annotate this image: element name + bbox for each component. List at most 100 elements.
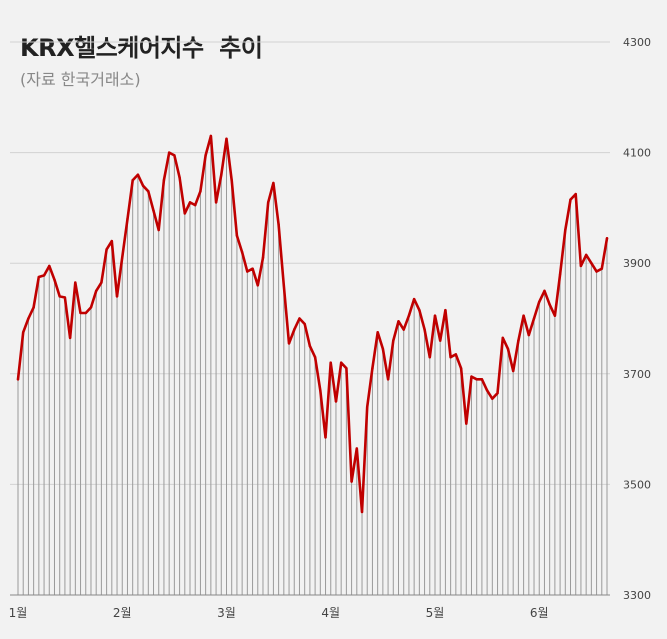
data-point — [319, 389, 322, 392]
data-point — [496, 391, 499, 395]
data-point — [339, 361, 343, 364]
data-point — [412, 297, 416, 301]
data-point — [564, 228, 567, 232]
data-point — [204, 154, 207, 157]
data-point — [522, 314, 525, 317]
x-tick-label: 3월 — [217, 606, 236, 620]
data-point — [214, 201, 218, 204]
data-point — [16, 378, 20, 381]
data-point — [105, 248, 108, 251]
x-tick-label: 4월 — [321, 606, 340, 620]
data-point — [548, 303, 551, 306]
data-point — [418, 309, 421, 312]
data-point — [527, 333, 531, 337]
data-point — [454, 353, 458, 356]
data-point — [84, 311, 87, 315]
data-point — [115, 295, 119, 298]
series-line — [16, 134, 609, 514]
chart-title: KRX헬스케어지수 추이 — [20, 34, 263, 62]
data-point — [449, 356, 452, 359]
data-point — [491, 397, 494, 400]
data-point — [355, 447, 359, 450]
data-point — [63, 296, 67, 299]
data-point — [590, 262, 593, 265]
data-point — [157, 228, 160, 232]
data-point — [131, 179, 134, 182]
data-point — [94, 289, 98, 293]
data-point — [308, 344, 312, 348]
data-point — [256, 284, 259, 287]
data-point — [511, 369, 515, 373]
data-point — [42, 274, 46, 277]
data-point — [194, 203, 197, 207]
data-point — [121, 256, 124, 259]
data-point — [543, 289, 546, 293]
data-point — [485, 389, 489, 392]
data-point — [298, 317, 301, 320]
data-point — [37, 275, 41, 279]
data-point — [230, 179, 233, 182]
data-point — [48, 264, 51, 268]
data-point — [141, 184, 145, 187]
data-point — [277, 223, 280, 226]
data-point — [470, 375, 473, 378]
y-tick-label: 3500 — [623, 478, 651, 491]
data-point — [423, 328, 426, 331]
data-point — [110, 239, 114, 243]
data-point — [360, 510, 364, 514]
data-point — [407, 314, 411, 317]
data-point — [569, 198, 572, 201]
data-point — [444, 309, 447, 312]
data-point — [293, 328, 296, 331]
x-tick-label: 6월 — [530, 606, 549, 620]
y-tick-label: 4300 — [623, 36, 651, 49]
data-point — [287, 342, 291, 345]
data-point — [600, 267, 603, 270]
data-point — [532, 317, 536, 320]
data-point — [579, 264, 583, 268]
data-point — [595, 270, 598, 273]
data-point — [350, 480, 353, 483]
data-point — [381, 347, 385, 351]
data-point — [266, 201, 270, 204]
data-point — [517, 339, 520, 342]
data-point — [584, 253, 588, 257]
data-point — [147, 190, 150, 193]
data-point — [439, 339, 442, 342]
data-point — [475, 378, 478, 381]
x-tick-label: 1월 — [9, 606, 28, 620]
data-point — [465, 422, 468, 425]
data-point — [89, 306, 93, 309]
data-point — [459, 367, 463, 370]
data-point — [53, 278, 56, 281]
data-point — [345, 367, 348, 370]
data-point — [220, 173, 223, 176]
data-point — [225, 137, 228, 140]
y-tick-label: 3900 — [623, 257, 651, 270]
data-point — [366, 405, 369, 409]
data-point — [74, 281, 77, 284]
data-point — [178, 176, 181, 179]
data-point — [506, 347, 510, 351]
data-point — [162, 179, 166, 182]
data-point — [27, 317, 30, 320]
data-point — [199, 190, 202, 193]
x-tick-label: 2월 — [113, 606, 132, 620]
data-point — [152, 209, 155, 212]
y-tick-label: 3300 — [623, 589, 651, 602]
data-point — [329, 361, 332, 364]
data-point — [246, 270, 249, 273]
data-point — [553, 314, 557, 317]
data-point — [402, 328, 405, 331]
data-point — [251, 267, 254, 270]
data-point — [558, 273, 562, 276]
data-point — [605, 237, 609, 240]
data-point — [371, 367, 374, 370]
data-point — [574, 192, 577, 196]
data-point — [240, 250, 244, 254]
data-point — [235, 234, 239, 237]
data-point — [282, 284, 286, 287]
data-point — [58, 295, 61, 298]
